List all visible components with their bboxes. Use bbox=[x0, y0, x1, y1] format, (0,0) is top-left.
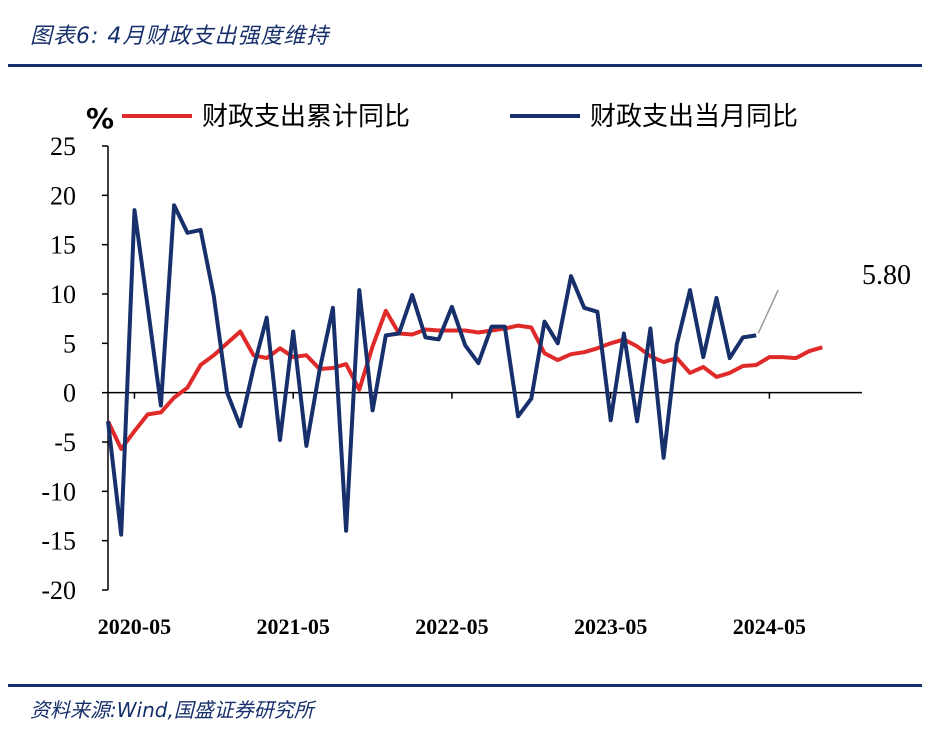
chart-title: 图表6: 4月财政支出强度维持 bbox=[30, 24, 330, 49]
top-divider bbox=[8, 64, 922, 67]
annotations: 5.80 bbox=[757, 260, 911, 334]
axes: 25 20 15 10 5 0 -5 -10 -15 -20 2020-05 2021-05 2022-… bbox=[41, 132, 862, 639]
annotation-leader bbox=[757, 289, 779, 334]
unit-label: % bbox=[86, 102, 114, 135]
x-tick-label: 2022-05 bbox=[415, 614, 488, 639]
y-tick-label: 0 bbox=[63, 379, 76, 408]
series-line bbox=[106, 203, 757, 537]
source-note: 资料来源:Wind,国盛证券研究所 bbox=[30, 698, 314, 722]
y-tick-label: -20 bbox=[41, 576, 76, 605]
annotation-label: 5.80 bbox=[862, 260, 911, 291]
y-tick-label: 10 bbox=[50, 280, 76, 309]
y-tick-label: 15 bbox=[50, 231, 76, 260]
legend: % 财政支出累计同比 财政支出当月同比 bbox=[86, 102, 798, 135]
legend-label: 财政支出当月同比 bbox=[590, 102, 798, 132]
series-layer bbox=[106, 203, 823, 537]
x-tick-label: 2024-05 bbox=[733, 614, 806, 639]
series-line bbox=[106, 308, 823, 451]
y-tick-label: 20 bbox=[50, 181, 76, 210]
x-tick-label: 2020-05 bbox=[98, 614, 171, 639]
y-tick-label: -5 bbox=[54, 428, 76, 457]
y-tick-label: -15 bbox=[41, 527, 76, 556]
legend-label: 财政支出累计同比 bbox=[202, 102, 410, 132]
y-tick-label: -10 bbox=[41, 477, 76, 506]
y-tick-label: 25 bbox=[50, 132, 76, 161]
bottom-divider bbox=[8, 684, 922, 687]
x-tick-label: 2023-05 bbox=[574, 614, 647, 639]
y-tick-label: 5 bbox=[63, 329, 76, 358]
x-tick-label: 2021-05 bbox=[257, 614, 330, 639]
